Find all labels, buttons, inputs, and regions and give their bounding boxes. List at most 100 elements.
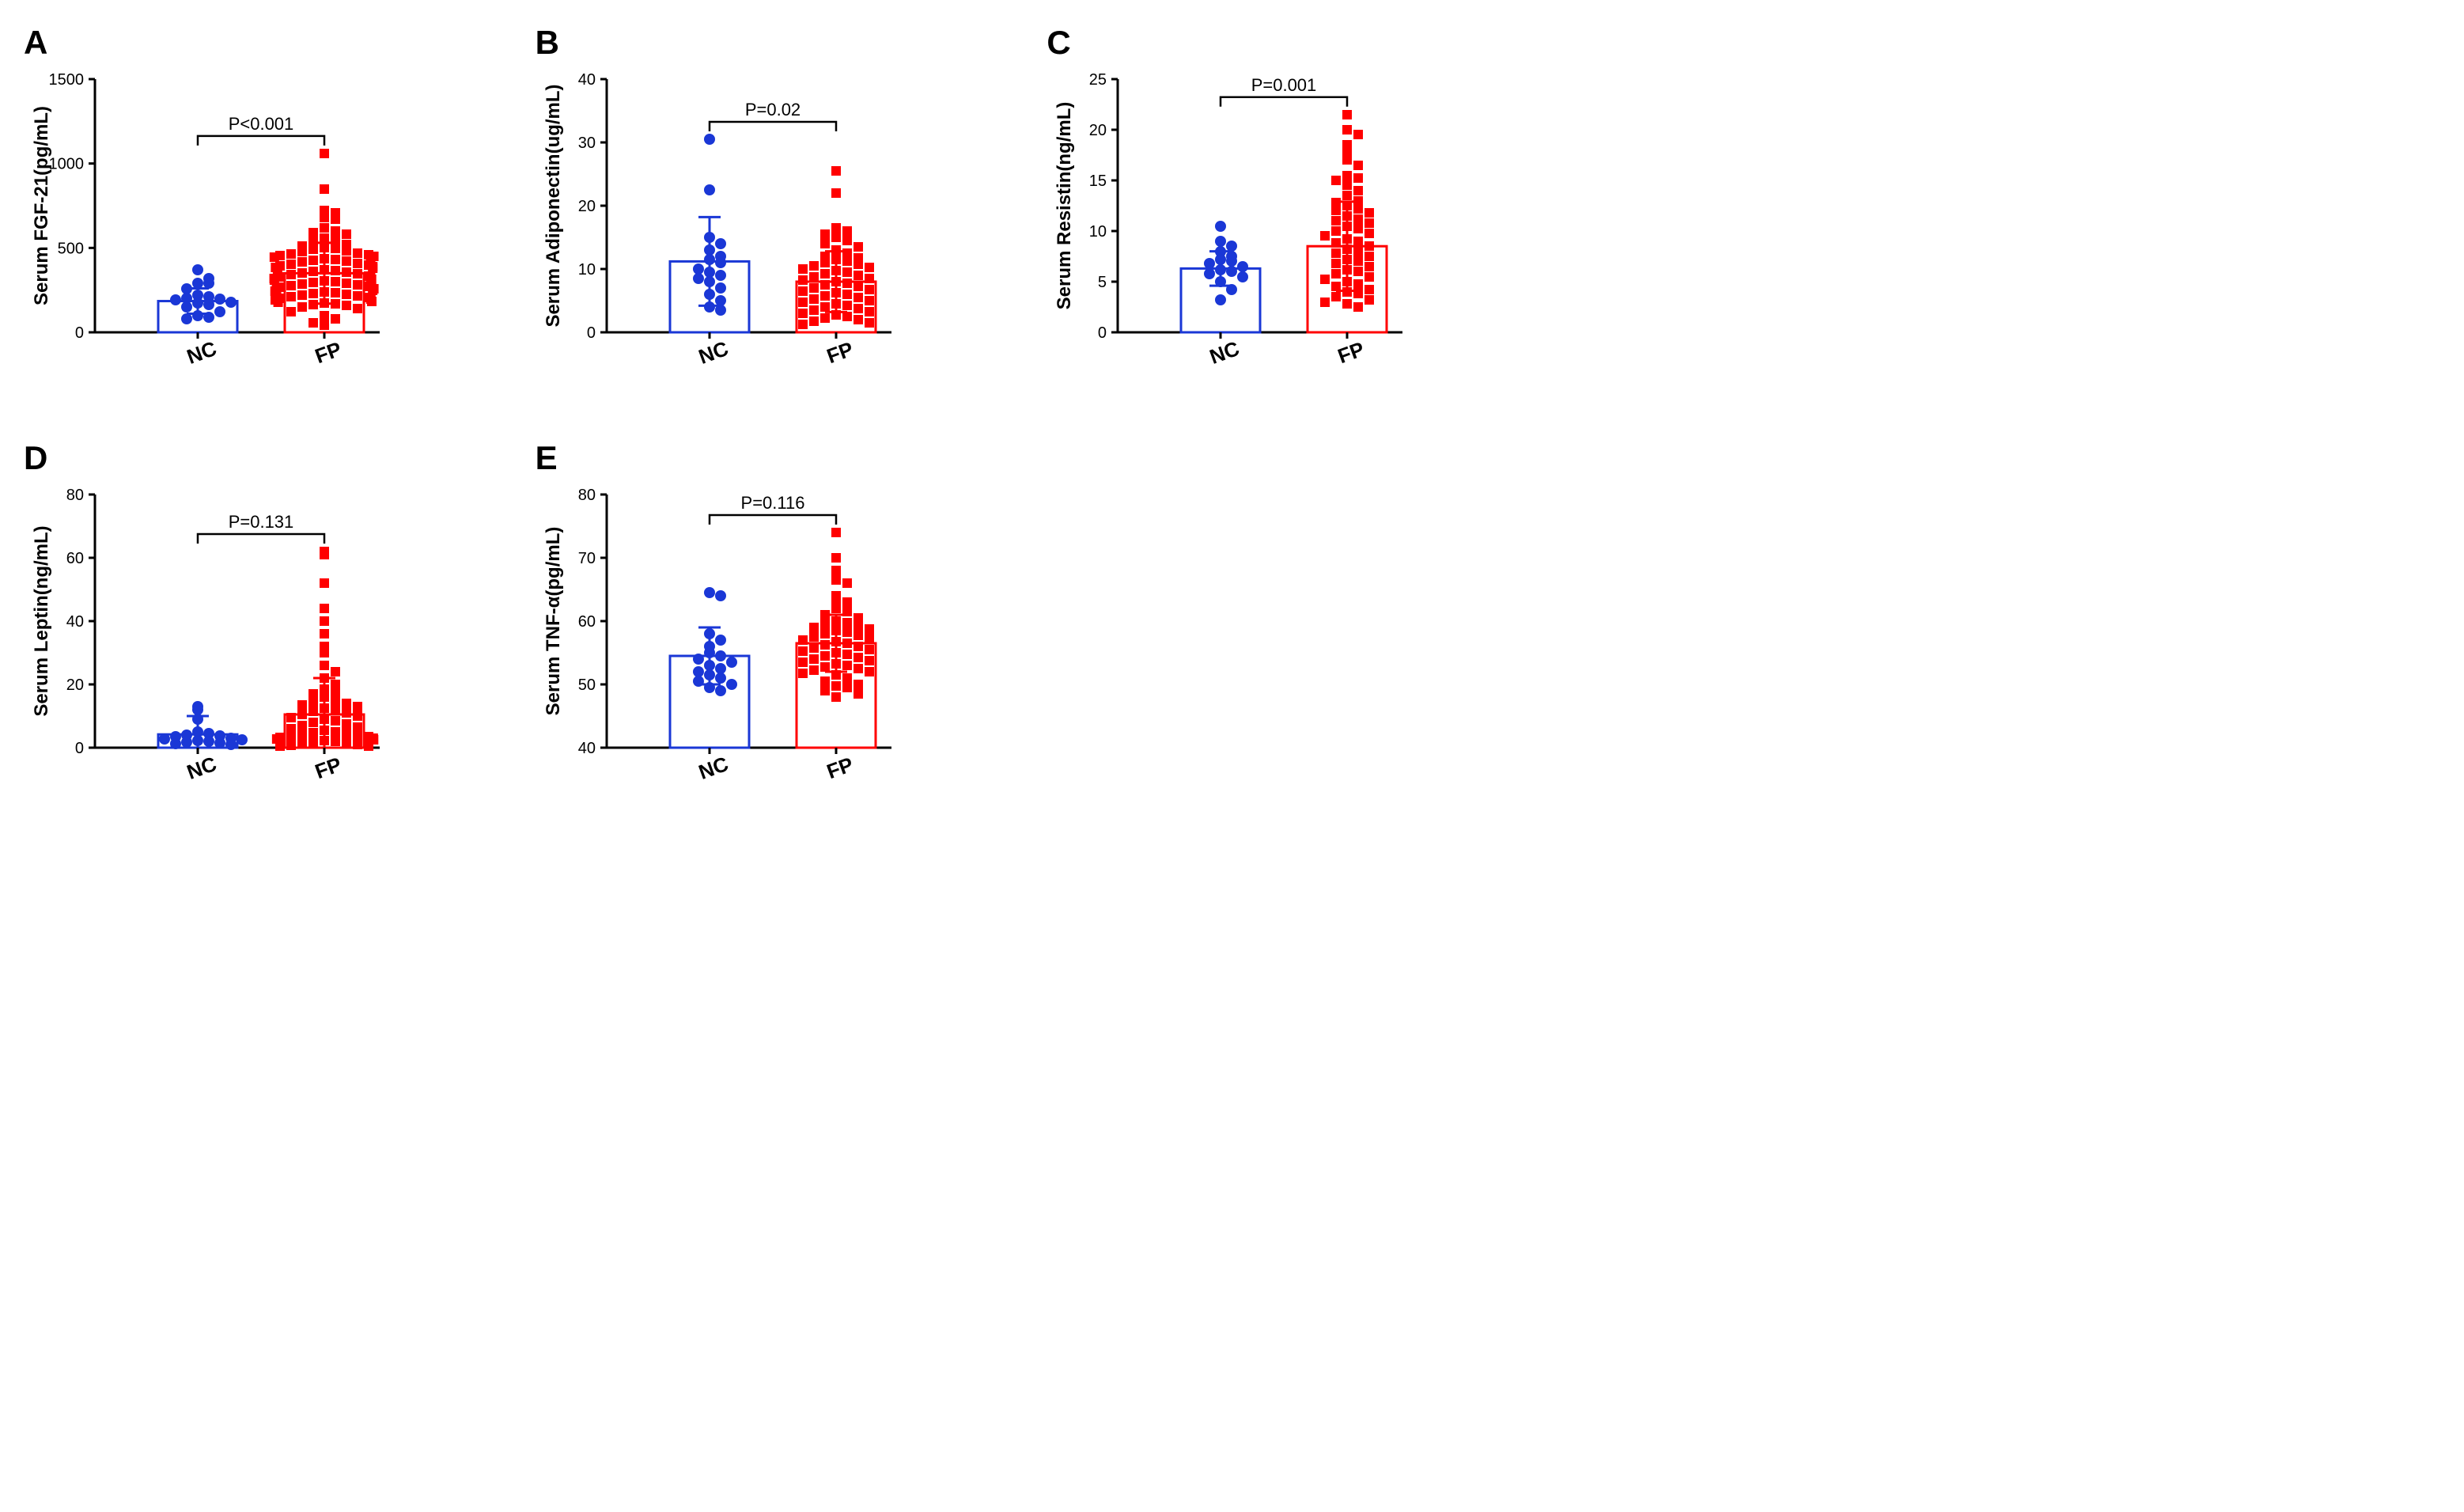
data-point-circle xyxy=(704,647,715,658)
data-point-circle xyxy=(1226,284,1237,295)
data-point-square xyxy=(331,244,340,253)
data-point-square xyxy=(865,634,874,643)
y-tick-label: 60 xyxy=(577,613,595,631)
data-point-square xyxy=(809,623,819,632)
data-point-square xyxy=(831,528,841,537)
data-point-square xyxy=(820,651,830,661)
x-tick-label: FP xyxy=(1335,337,1368,369)
data-point-square xyxy=(831,670,841,680)
data-point-circle xyxy=(715,590,726,601)
data-point-square xyxy=(331,235,340,244)
y-tick-label: 20 xyxy=(1089,122,1107,139)
data-point-circle xyxy=(715,282,726,294)
data-point-square xyxy=(1331,238,1341,248)
pvalue-bracket xyxy=(198,534,324,544)
data-point-square xyxy=(1353,204,1363,214)
data-point-square xyxy=(820,258,830,267)
data-point-circle xyxy=(704,244,715,256)
data-point-square xyxy=(1353,130,1363,139)
data-point-square xyxy=(320,298,329,308)
data-point-circle xyxy=(1226,266,1237,277)
data-point-square xyxy=(798,646,808,656)
pvalue-bracket xyxy=(710,122,836,131)
data-point-square xyxy=(320,714,329,724)
data-point-square xyxy=(342,699,351,708)
data-point-square xyxy=(831,223,841,233)
y-axis-title: Serum FGF-21(pg/mL) xyxy=(31,106,52,305)
data-point-square xyxy=(831,648,841,657)
data-point-square xyxy=(1353,267,1363,276)
data-point-square xyxy=(320,287,329,297)
y-axis-title: Serum TNF-α(pg/mL) xyxy=(543,527,564,716)
data-point-circle xyxy=(192,297,203,309)
data-point-square xyxy=(809,665,819,675)
data-point-square xyxy=(353,259,362,268)
panel-letter: D xyxy=(24,439,47,477)
data-point-square xyxy=(331,299,340,309)
data-point-square xyxy=(831,245,841,255)
data-point-square xyxy=(1342,155,1352,165)
data-point-square xyxy=(342,267,351,277)
data-point-square xyxy=(809,305,819,315)
pvalue-bracket xyxy=(710,515,836,525)
data-point-square xyxy=(831,288,841,297)
data-point-square xyxy=(297,290,307,300)
data-point-square xyxy=(342,719,351,729)
pvalue-bracket xyxy=(1221,97,1347,107)
x-tick-label: FP xyxy=(823,752,856,784)
data-point-square xyxy=(798,297,808,307)
data-point-square xyxy=(865,624,874,634)
panel-letter: C xyxy=(1047,24,1070,62)
y-tick-label: 15 xyxy=(1089,172,1107,190)
data-point-circle xyxy=(715,635,726,646)
data-point-square xyxy=(798,275,808,285)
data-point-square xyxy=(331,266,340,275)
data-point-square xyxy=(842,650,852,659)
data-point-square xyxy=(831,553,841,563)
data-point-square xyxy=(297,710,307,719)
data-point-square xyxy=(809,283,819,293)
data-point-square xyxy=(831,566,841,575)
x-tick-label: NC xyxy=(184,752,220,784)
y-tick-label: 0 xyxy=(75,740,84,757)
data-point-square xyxy=(308,718,318,727)
data-point-square xyxy=(353,280,362,290)
data-point-square xyxy=(865,307,874,316)
y-tick-label: 30 xyxy=(577,135,595,152)
data-point-square xyxy=(320,726,329,735)
data-point-square xyxy=(865,318,874,328)
panel-c: C0510152025Serum Resistin(ng/mL)NCFPP=0.… xyxy=(1054,32,1535,400)
data-point-square xyxy=(798,264,808,274)
data-point-square xyxy=(820,229,830,239)
data-point-square xyxy=(353,730,362,740)
data-point-circle xyxy=(192,278,203,289)
data-point-square xyxy=(1331,292,1341,301)
data-point-square xyxy=(342,279,351,288)
data-point-square xyxy=(820,291,830,301)
data-point-square xyxy=(820,629,830,639)
data-point-square xyxy=(1353,256,1363,266)
data-point-circle xyxy=(225,739,237,750)
data-point-square xyxy=(1342,234,1352,244)
data-point-circle xyxy=(704,682,715,693)
data-point-square xyxy=(842,578,852,588)
data-point-circle xyxy=(1215,254,1226,265)
data-point-square xyxy=(320,233,329,243)
data-point-square xyxy=(320,550,329,559)
data-point-square xyxy=(798,309,808,318)
data-point-circle xyxy=(203,299,214,310)
data-point-circle xyxy=(693,654,704,665)
data-point-square xyxy=(820,676,830,686)
pvalue-text: P<0.001 xyxy=(229,114,294,134)
data-point-circle xyxy=(715,295,726,306)
data-point-circle xyxy=(1204,268,1215,279)
data-point-square xyxy=(820,269,830,279)
data-point-square xyxy=(320,243,329,252)
data-point-circle xyxy=(704,628,715,639)
y-tick-label: 70 xyxy=(577,550,595,567)
data-point-square xyxy=(854,653,863,662)
data-point-square xyxy=(1364,229,1374,238)
data-point-square xyxy=(1353,237,1363,246)
data-point-square xyxy=(798,669,808,678)
data-point-circle xyxy=(192,264,203,275)
